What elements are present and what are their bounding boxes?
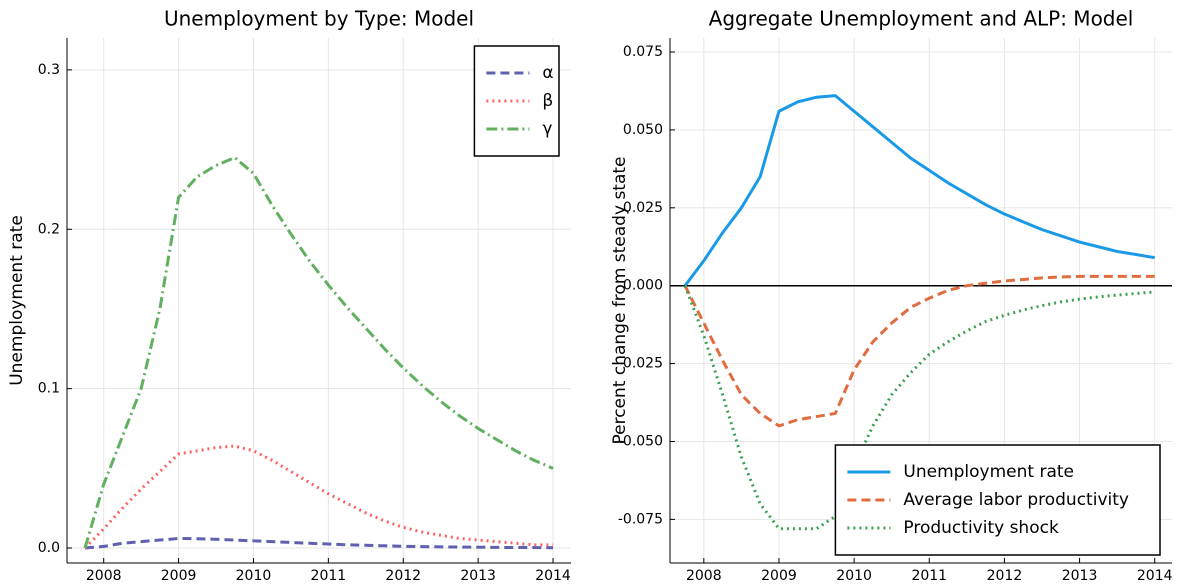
x-tick-label: 2012 (987, 568, 1023, 584)
x-tick-label: 2011 (311, 568, 347, 584)
series-line (683, 94, 1155, 287)
y-tick-label: 0.1 (38, 381, 60, 397)
series-line (83, 156, 554, 549)
chart-title: Unemployment by Type: Model (164, 7, 474, 31)
y-tick-label: 0.025 (623, 200, 663, 216)
legend-label: γ (542, 119, 552, 139)
legend-label: Productivity shock (903, 518, 1059, 538)
x-tick-label: 2010 (236, 568, 272, 584)
x-tick-label: 2014 (535, 568, 571, 584)
x-tick-label: 2013 (1062, 568, 1098, 584)
legend: Unemployment rate Average labor productiv… (834, 444, 1161, 556)
panel: Unemployment by Type: Model Unemployment … (7, 7, 571, 584)
y-tick-label: 0.2 (38, 221, 60, 237)
y-tick-label: -0.050 (618, 433, 663, 449)
x-tick-label: 2012 (385, 568, 421, 584)
x-tick-label: 2009 (761, 568, 797, 584)
series-line (683, 274, 1155, 428)
y-tick-label: 0.000 (623, 278, 663, 294)
series-line (84, 536, 554, 550)
x-tick-label: 2008 (686, 568, 722, 584)
y-tick-label: 0.050 (623, 122, 663, 138)
legend-label: Unemployment rate (903, 462, 1074, 482)
x-tick-label: 2011 (911, 568, 947, 584)
legend-label: β (542, 91, 553, 111)
legend-label: α (542, 63, 553, 83)
y-axis-label: Unemployment rate (7, 215, 27, 386)
panel: Aggregate Unemployment and ALP: Model Per… (610, 7, 1173, 585)
y-tick-label: -0.025 (618, 356, 663, 372)
series-line (683, 285, 1155, 531)
series-line (83, 444, 554, 550)
y-tick-label: 0.0 (38, 540, 60, 556)
legend-label: Average labor productivity (903, 490, 1129, 510)
x-tick-label: 2009 (161, 568, 197, 584)
y-axis-label: Percent change from steady state (610, 156, 630, 444)
x-tick-label: 2010 (836, 568, 872, 584)
y-tick-label: 0.3 (38, 62, 60, 78)
x-tick-label: 2008 (86, 568, 122, 584)
y-tick-label: -0.075 (618, 511, 663, 527)
x-tick-label: 2014 (1137, 568, 1173, 584)
x-tick-label: 2013 (460, 568, 496, 584)
legend: αβγ (473, 45, 560, 157)
chart-title: Aggregate Unemployment and ALP: Model (709, 7, 1134, 31)
y-tick-label: 0.075 (623, 44, 663, 60)
